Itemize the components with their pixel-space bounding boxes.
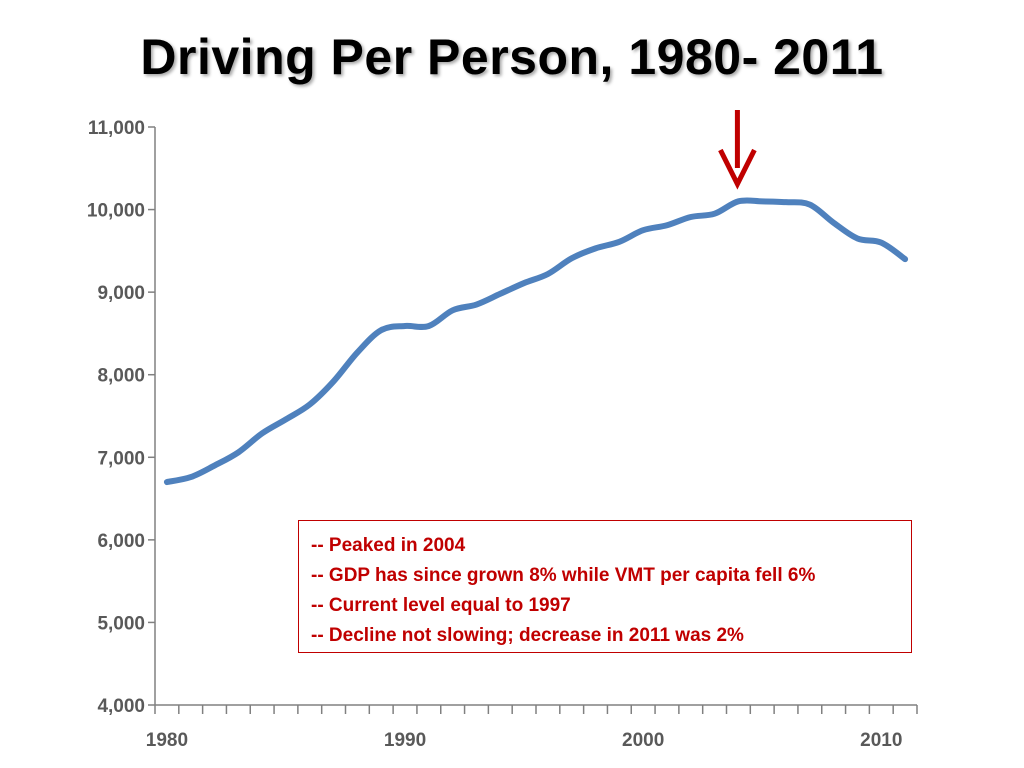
arrow-down-icon bbox=[718, 110, 757, 190]
y-tick-label: 8,000 bbox=[97, 366, 145, 387]
chart-title: Driving Per Person, 1980- 2011 bbox=[140, 29, 884, 85]
peak-marker bbox=[718, 110, 757, 190]
y-tick-label: 10,000 bbox=[87, 201, 145, 222]
annotation-line-level: -- Current level equal to 1997 bbox=[311, 595, 571, 616]
annotation-box: -- Peaked in 2004 -- GDP has since grown… bbox=[298, 520, 912, 653]
x-tick-label: 2000 bbox=[622, 730, 664, 751]
x-tick-label: 1990 bbox=[384, 730, 426, 751]
x-tick-label: 1980 bbox=[146, 730, 188, 751]
series-line bbox=[163, 197, 909, 486]
y-tick-label: 11,000 bbox=[88, 118, 145, 139]
y-tick-label: 7,000 bbox=[97, 448, 145, 469]
annotation-line-decline: -- Decline not slowing; decrease in 2011… bbox=[311, 625, 744, 646]
annotation-line-gdp: -- GDP has since grown 8% while VMT per … bbox=[311, 565, 816, 586]
y-tick-label: 9,000 bbox=[97, 283, 145, 304]
y-tick-label: 5,000 bbox=[97, 613, 145, 634]
axes: 4,000 5,000 6,000 7,000 8,000 9,000 10,000 11,0… bbox=[87, 118, 918, 751]
x-tick-label: 2010 bbox=[860, 730, 902, 751]
arrow-head bbox=[718, 148, 757, 190]
y-tick-label: 6,000 bbox=[97, 531, 145, 552]
series-layer bbox=[163, 197, 909, 486]
annotation-line-peak: -- Peaked in 2004 bbox=[311, 535, 466, 556]
y-tick-label: 4,000 bbox=[97, 696, 145, 717]
